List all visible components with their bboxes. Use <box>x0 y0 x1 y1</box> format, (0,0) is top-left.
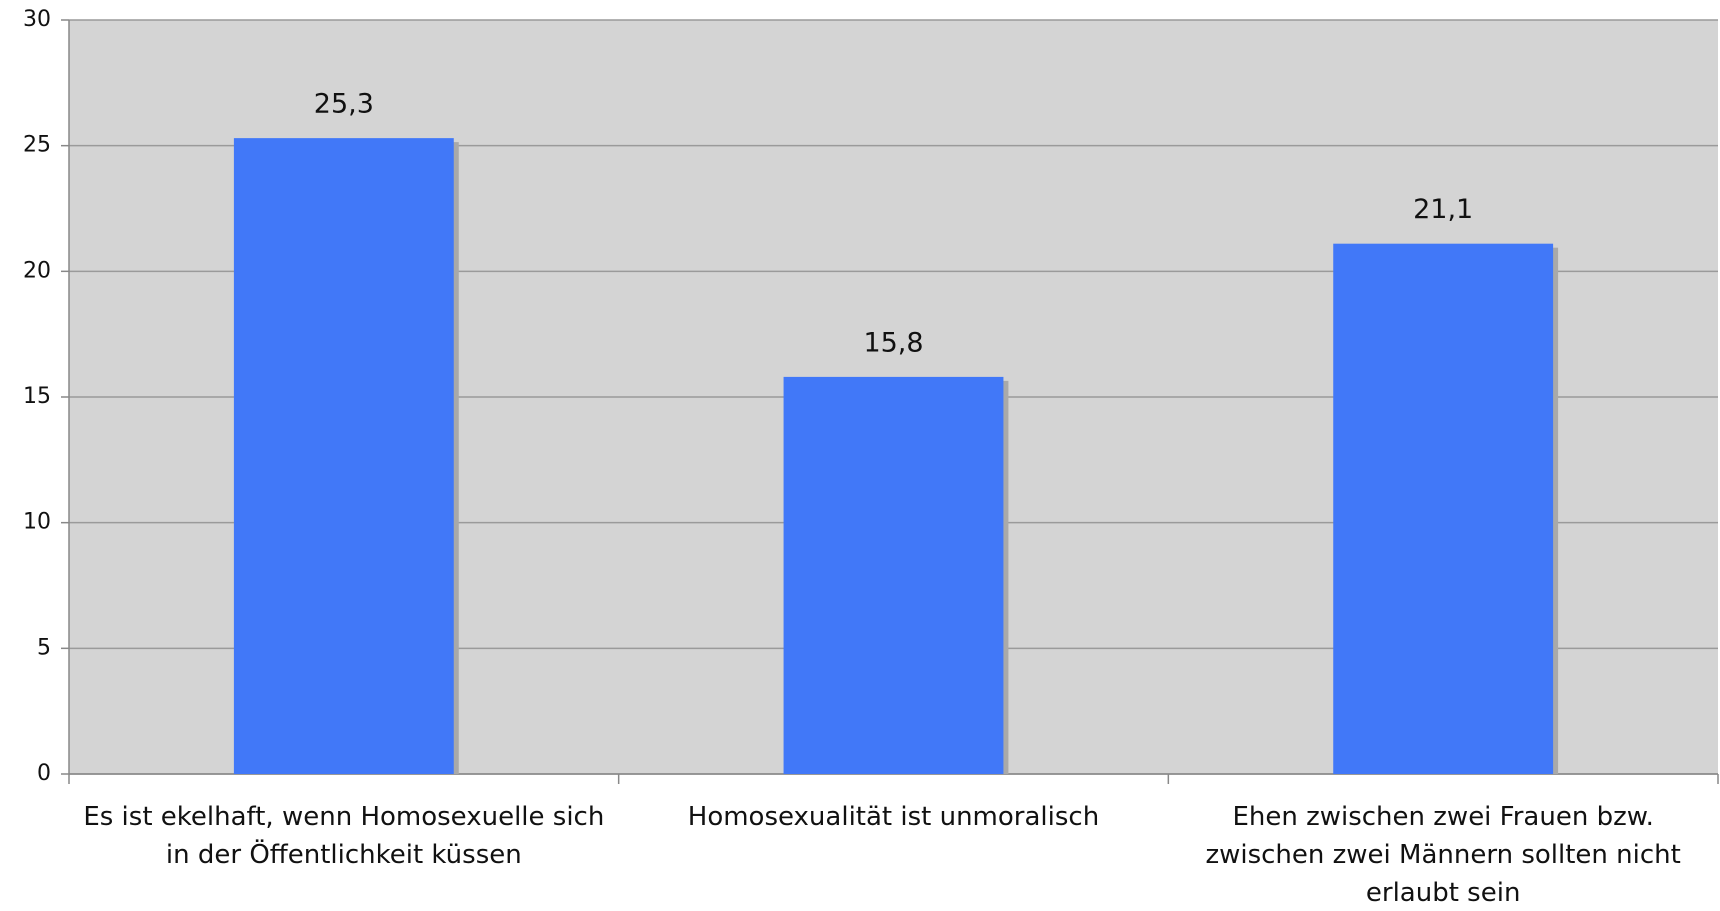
bar <box>233 138 454 775</box>
y-tick-label: 0 <box>37 761 51 786</box>
x-tick-label: Homosexualität ist unmoralisch <box>687 802 1100 832</box>
x-tick-label: Ehen zwischen zwei Frauen bzw. zwischen … <box>1205 802 1681 908</box>
value-label: 15,8 <box>863 327 923 358</box>
bar <box>783 376 1004 774</box>
y-tick-label: 30 <box>23 7 51 32</box>
y-tick-label: 25 <box>23 133 51 158</box>
y-tick-label: 20 <box>23 258 51 283</box>
y-tick-label: 15 <box>23 384 51 409</box>
value-label: 21,1 <box>1413 194 1473 225</box>
y-tick-label: 5 <box>37 635 51 660</box>
bar <box>1333 243 1554 775</box>
value-label: 25,3 <box>314 89 374 120</box>
x-tick-label: Es ist ekelhaft, wenn Homosexuelle sich … <box>83 802 605 870</box>
y-tick-label: 10 <box>23 510 51 535</box>
